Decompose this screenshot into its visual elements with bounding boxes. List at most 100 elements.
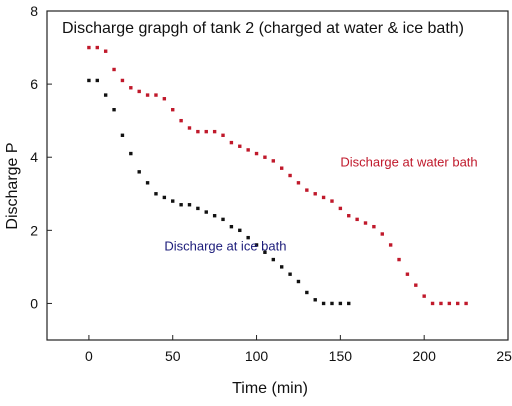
series-ice-bath xyxy=(87,78,351,306)
y-axis-label: Discharge P xyxy=(4,142,21,229)
data-point xyxy=(279,265,284,269)
data-point xyxy=(271,159,276,163)
data-point xyxy=(103,49,108,53)
y-tick-label: 8 xyxy=(30,3,38,19)
data-point xyxy=(145,181,150,185)
data-point xyxy=(305,188,309,192)
data-point xyxy=(112,67,116,72)
data-point xyxy=(254,151,259,156)
data-point xyxy=(196,206,200,211)
data-point xyxy=(456,301,460,306)
y-tick-label: 6 xyxy=(30,76,38,92)
data-point xyxy=(95,45,99,50)
data-point xyxy=(171,108,175,112)
data-point xyxy=(388,243,393,247)
data-point xyxy=(162,97,167,101)
data-point xyxy=(154,93,158,97)
annotation-water-bath: Discharge at water bath xyxy=(340,154,477,169)
data-point xyxy=(447,301,452,306)
data-point xyxy=(120,78,125,83)
data-point xyxy=(129,86,133,90)
data-point xyxy=(338,206,343,211)
data-point xyxy=(238,228,242,233)
data-point xyxy=(321,301,326,306)
data-point xyxy=(279,166,284,170)
data-point xyxy=(347,301,351,306)
data-point xyxy=(212,214,217,218)
data-point xyxy=(204,210,208,214)
data-point xyxy=(405,272,410,276)
data-point xyxy=(137,170,141,174)
x-axis-label: Time (min) xyxy=(232,380,308,397)
data-point xyxy=(187,126,192,130)
data-point xyxy=(321,195,326,200)
data-point xyxy=(87,78,91,83)
data-point xyxy=(430,301,435,306)
data-point xyxy=(313,298,317,302)
y-tick-label: 4 xyxy=(30,149,38,165)
data-point xyxy=(330,199,334,203)
data-point xyxy=(246,148,250,152)
data-point xyxy=(212,129,217,134)
data-point xyxy=(338,301,343,306)
data-point xyxy=(187,203,192,207)
data-point xyxy=(221,133,225,137)
plot-frame xyxy=(46,10,509,341)
y-tick-label: 2 xyxy=(30,222,38,238)
chart-title: Discharge grapgh of tank 2 (charged at w… xyxy=(62,20,464,37)
x-tick-label: 250 xyxy=(496,348,512,364)
data-point xyxy=(196,129,200,134)
data-point xyxy=(363,221,368,225)
y-tick-label: 0 xyxy=(30,295,38,311)
data-point xyxy=(397,257,401,262)
x-tick-label: 50 xyxy=(165,348,181,364)
data-point xyxy=(305,290,309,295)
data-point xyxy=(179,118,183,123)
x-tick-label: 0 xyxy=(85,348,93,364)
data-point xyxy=(145,93,150,97)
data-point xyxy=(229,224,234,229)
x-tick-label: 200 xyxy=(413,348,437,364)
data-point xyxy=(372,224,376,229)
data-point xyxy=(288,173,292,178)
data-point xyxy=(204,129,208,134)
data-point xyxy=(221,217,225,222)
data-point xyxy=(380,232,384,236)
data-point xyxy=(246,235,250,240)
data-point xyxy=(355,217,359,222)
data-point xyxy=(296,279,301,284)
data-point xyxy=(229,140,234,145)
data-point xyxy=(296,181,301,185)
series-water-bath xyxy=(87,45,468,306)
x-tick-label: 150 xyxy=(329,348,353,364)
data-point xyxy=(154,192,158,196)
axes: 0 50 100 150 200 250 0 2 4 6 8 xyxy=(30,3,512,364)
series-layer xyxy=(87,45,468,306)
data-point xyxy=(129,151,133,156)
data-point xyxy=(254,243,259,247)
data-point xyxy=(120,133,125,137)
data-point xyxy=(238,144,242,148)
data-point xyxy=(347,214,351,218)
data-point xyxy=(162,195,167,200)
annotation-ice-bath: Discharge at ice bath xyxy=(164,238,286,253)
data-point xyxy=(263,250,267,254)
data-point xyxy=(330,301,334,306)
data-point xyxy=(313,192,317,196)
data-point xyxy=(179,203,183,207)
data-point xyxy=(95,78,99,83)
data-point xyxy=(87,45,91,50)
data-point xyxy=(288,272,292,276)
data-point xyxy=(112,108,116,112)
x-tick-label: 100 xyxy=(245,348,269,364)
data-point xyxy=(422,294,426,298)
data-point xyxy=(263,155,267,159)
data-point xyxy=(137,89,141,94)
data-point xyxy=(439,301,443,306)
data-point xyxy=(171,199,175,203)
data-point xyxy=(414,283,418,287)
data-point xyxy=(103,93,108,97)
data-point xyxy=(271,257,276,262)
